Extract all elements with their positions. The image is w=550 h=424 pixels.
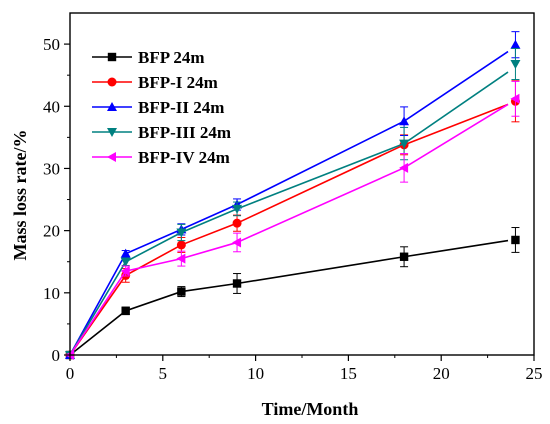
- x-tick-label: 0: [66, 364, 75, 383]
- series-2-point: [399, 116, 410, 126]
- legend-label: BFP-I 24m: [138, 73, 218, 92]
- series-0-point: [232, 279, 242, 288]
- y-axis-label: Mass loss rate/%: [10, 130, 30, 261]
- legend-label: BFP 24m: [138, 48, 205, 67]
- legend-swatch-marker: [107, 152, 116, 162]
- series-4-point: [510, 93, 520, 104]
- series-1-line: [69, 103, 509, 356]
- series-2-point: [120, 248, 131, 258]
- series-4-point: [232, 237, 242, 248]
- legend-label: BFP-IV 24m: [138, 148, 230, 167]
- series-4-point: [176, 253, 186, 264]
- legend-label: BFP-II 24m: [138, 98, 224, 117]
- series-2-point: [510, 39, 521, 49]
- x-tick-label: 20: [433, 364, 450, 383]
- series-4-line: [69, 103, 509, 356]
- series-0-point: [121, 306, 130, 316]
- series-1-point: [176, 240, 186, 250]
- legend-swatch-marker: [107, 77, 117, 87]
- x-axis-label: Time/Month: [262, 399, 359, 419]
- axes: 0 5 10 15 20 25 0 10 20 30 40 50: [43, 12, 543, 383]
- series-0-point: [511, 235, 520, 245]
- legend: BFP 24m BFP-I 24m BFP-II 24m BFP-III 24m BFP…: [92, 48, 231, 167]
- series-1-point: [232, 218, 242, 228]
- series-3-point: [510, 59, 521, 69]
- plot-area: [65, 31, 521, 360]
- series-0-point: [399, 252, 409, 261]
- y-tick-label: 50: [43, 35, 60, 54]
- series-4-point: [120, 266, 130, 277]
- series-0-line: [69, 239, 509, 356]
- legend-item: BFP 24m: [92, 48, 205, 67]
- series-3-point: [232, 204, 243, 214]
- x-tick-label: 25: [526, 364, 543, 383]
- legend-swatch-marker: [107, 52, 117, 62]
- legend-swatch-marker: [107, 128, 117, 137]
- legend-swatch-marker: [107, 102, 117, 111]
- x-tick-label: 5: [159, 364, 168, 383]
- series-4-point: [399, 162, 409, 173]
- series-3-point: [120, 257, 131, 267]
- y-tick-label: 0: [52, 346, 61, 365]
- legend-label: BFP-III 24m: [138, 123, 231, 142]
- y-tick-label: 30: [43, 159, 60, 178]
- legend-item: BFP-IV 24m: [92, 148, 230, 167]
- x-tick-label: 10: [247, 364, 264, 383]
- y-tick-label: 40: [43, 97, 60, 116]
- legend-item: BFP-III 24m: [92, 123, 231, 142]
- series-0-point: [177, 287, 186, 296]
- series-3-point: [399, 139, 410, 149]
- legend-item: BFP-I 24m: [92, 73, 218, 92]
- series-2-line: [69, 50, 509, 356]
- y-tick-label: 20: [43, 222, 60, 241]
- series-3-point: [176, 228, 187, 238]
- legend-item: BFP-II 24m: [92, 98, 224, 117]
- y-tick-label: 10: [43, 284, 60, 303]
- x-tick-label: 15: [340, 364, 357, 383]
- series-3-line: [69, 71, 509, 356]
